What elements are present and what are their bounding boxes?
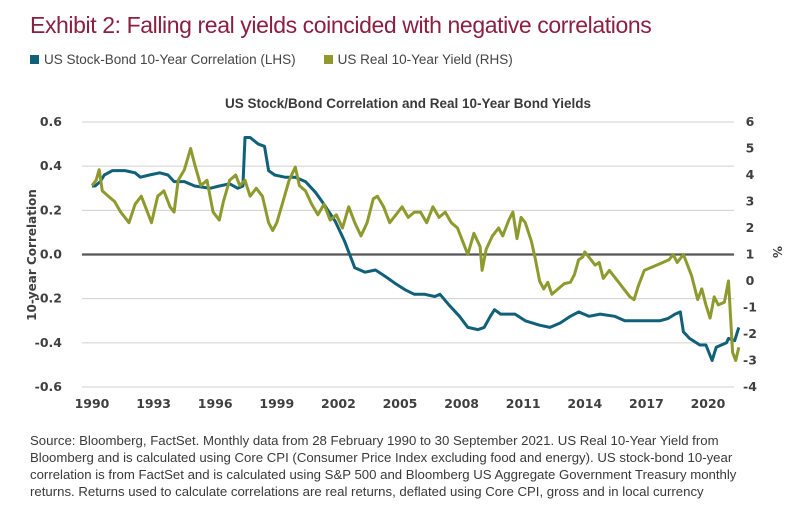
y2-tick-label: -4	[743, 379, 757, 394]
y-tick-label: 0.6	[40, 114, 62, 129]
y2-tick-label: 6	[746, 114, 755, 129]
x-tick-label: 1993	[136, 396, 171, 411]
chart: US Stock/Bond Correlation and Real 10-Ye…	[25, 96, 784, 411]
y-tick-label: -0.2	[35, 291, 62, 306]
x-tick-label: 2017	[629, 396, 664, 411]
x-tick-label: 2014	[567, 396, 602, 411]
y-tick-label: -0.6	[35, 379, 63, 394]
x-tick-label: 2020	[691, 396, 726, 411]
y-axis-label: 10-year Correlation	[25, 189, 39, 321]
y2-tick-label: 3	[746, 194, 755, 209]
legend-item-real-yield: US Real 10-Year Yield (RHS)	[323, 52, 513, 67]
x-tick-label: 2002	[321, 396, 356, 411]
exhibit-title: Exhibit 2: Falling real yields coincided…	[30, 12, 652, 38]
y2-axis-label: %	[770, 246, 784, 258]
y-tick-label: 0.4	[40, 158, 62, 173]
legend: US Stock-Bond 10-Year Correlation (LHS) …	[30, 52, 513, 67]
source-note: Source: Bloomberg, FactSet. Monthly data…	[30, 433, 737, 499]
real-yield-line	[90, 147, 741, 362]
y-tick-label: 0.0	[40, 247, 62, 262]
y2-tick-label: -1	[743, 300, 757, 315]
x-tick-label: 2008	[444, 396, 479, 411]
legend-label-correlation: US Stock-Bond 10-Year Correlation (LHS)	[44, 52, 296, 67]
y-tick-label: 0.2	[40, 202, 62, 217]
x-tick-label: 2011	[506, 396, 541, 411]
legend-item-correlation: US Stock-Bond 10-Year Correlation (LHS)	[30, 52, 296, 67]
legend-swatch-real-yield	[323, 55, 333, 64]
y2-tick-label: 1	[746, 247, 755, 262]
x-tick-label: 1999	[259, 396, 294, 411]
x-tick-label: 1996	[198, 396, 233, 411]
y2-tick-label: -3	[743, 353, 757, 368]
correlation-line	[92, 136, 741, 362]
x-tick-label: 2005	[383, 396, 418, 411]
y2-tick-label: 5	[746, 141, 755, 156]
y-tick-label: -0.4	[35, 335, 63, 350]
y2-tick-label: 4	[746, 167, 755, 182]
y2-tick-label: 2	[746, 220, 755, 235]
y2-tick-label: 0	[746, 273, 755, 288]
y2-tick-label: -2	[743, 326, 757, 341]
legend-label-real-yield: US Real 10-Year Yield (RHS)	[337, 52, 513, 67]
x-tick-label: 1990	[75, 396, 110, 411]
chart-title: US Stock/Bond Correlation and Real 10-Ye…	[225, 96, 591, 111]
legend-swatch-correlation	[30, 55, 39, 64]
